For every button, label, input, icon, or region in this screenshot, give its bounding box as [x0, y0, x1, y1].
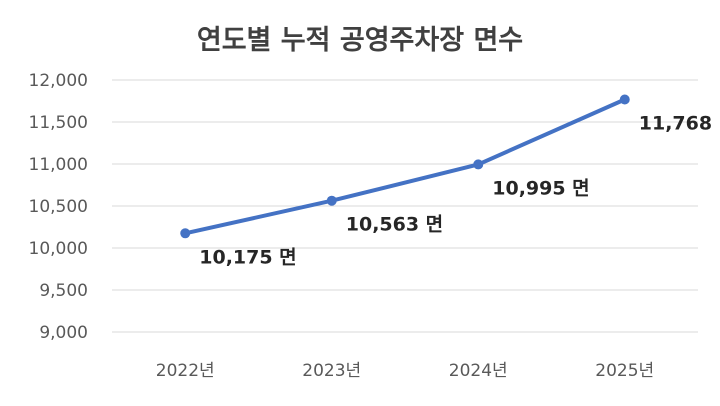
series-line [183, 97, 627, 236]
y-tick-label: 10,000 [29, 239, 88, 259]
data-label: 10,995 면 [492, 177, 589, 199]
x-tick-label: 2023년 [302, 361, 361, 381]
y-tick-label: 11,000 [29, 155, 88, 175]
data-point [326, 195, 337, 206]
chart-title: 연도별 누적 공영주차장 면수 [197, 25, 523, 56]
y-tick-label: 9,000 [39, 323, 88, 343]
series [180, 94, 630, 239]
data-labels: 10,175 면 10,563 면 10,995 면 11,768 면 [199, 112, 720, 268]
data-label: 10,563 면 [346, 214, 443, 236]
y-axis-tick-labels: 9,000 9,500 10,000 10,500 11,000 11,500 12,000 [29, 71, 88, 343]
y-tick-label: 11,500 [29, 113, 88, 133]
x-tick-label: 2022년 [156, 361, 215, 381]
gridlines [112, 79, 698, 333]
y-tick-label: 10,500 [29, 197, 88, 217]
data-point [619, 94, 630, 105]
x-tick-label: 2025년 [595, 361, 654, 381]
x-axis-tick-labels: 2022년 2023년 2024년 2025년 [156, 361, 654, 381]
data-point [180, 228, 191, 239]
data-label: 11,768 면 [639, 112, 720, 134]
data-point [473, 159, 484, 170]
x-tick-label: 2024년 [449, 361, 508, 381]
data-label: 10,175 면 [199, 246, 296, 268]
y-tick-label: 12,000 [29, 71, 88, 91]
y-tick-label: 9,500 [39, 281, 88, 301]
